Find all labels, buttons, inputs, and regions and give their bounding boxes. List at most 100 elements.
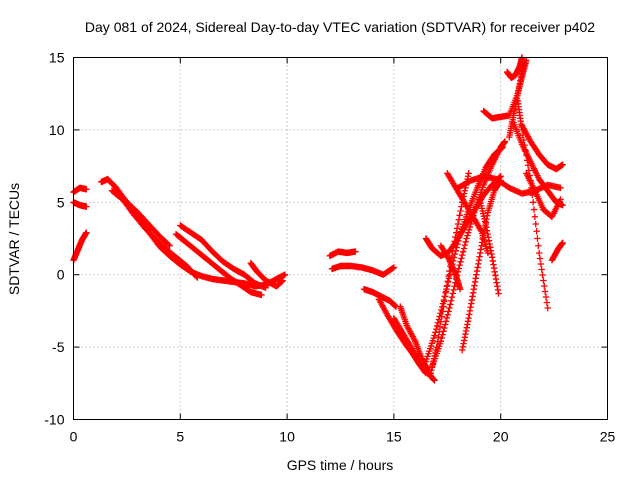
x-tick-label: 10 [279,429,295,445]
data-series-track-6 [123,199,173,249]
data-point-marker [456,212,463,219]
data-point-marker [501,138,509,145]
data-point-marker [194,274,201,281]
data-point-marker [455,265,463,272]
data-point-marker [434,319,442,326]
data-point-marker [539,271,546,279]
data-point-marker [431,332,438,339]
data-point-marker [536,255,544,262]
data-point-marker [533,228,540,235]
x-tick-label: 5 [176,429,184,445]
data-point-marker [454,220,462,228]
data-point-marker [437,338,445,345]
data-point-marker [559,239,566,247]
data-point-marker [530,206,538,213]
data-point-marker [523,152,530,159]
data-series-track-24 [444,170,492,257]
data-point-marker [524,162,532,169]
data-point-marker [432,329,439,336]
data-point-marker [461,241,469,249]
data-point-marker [438,334,445,342]
x-tick-label: 25 [600,429,616,445]
data-point-marker [540,277,547,284]
data-series-track-8 [177,222,205,244]
data-point-marker [438,306,445,314]
data-series-track-21 [437,242,464,293]
data-point-marker [445,308,452,315]
data-point-marker [520,136,527,144]
y-tick-label: -5 [52,339,65,355]
data-point-marker [446,304,453,312]
data-point-marker [446,271,454,278]
data-point-marker [544,304,551,312]
data-point-marker [441,293,448,300]
data-point-marker [456,261,463,269]
data-point-marker [432,325,440,333]
data-point-marker [541,282,548,290]
data-point-marker [450,254,458,261]
data-point-marker [538,266,545,273]
data-point-marker [463,235,470,242]
y-axis-label: SDTVAR / TECUs [6,183,22,295]
data-point-marker [441,324,448,332]
chart-title: Day 081 of 2024, Sidereal Day-to-day VTE… [85,19,595,35]
data-point-marker [444,278,452,286]
y-tick-label: 15 [49,50,65,66]
data-point-marker [444,282,451,289]
data-point-marker [535,249,543,257]
data-series-track-16 [397,303,432,374]
data-series-track-2 [70,184,90,196]
data-point-marker [529,199,537,206]
data-point-marker [435,333,442,341]
data-point-marker [464,232,471,239]
y-tick-label: 10 [49,122,65,138]
data-point-marker [534,235,541,242]
data-point-marker [452,247,460,255]
data-point-marker [262,284,269,291]
data-point-marker [435,316,442,323]
data-point-marker [537,260,545,268]
data-point-marker [462,238,469,246]
data-point-marker [541,288,549,295]
data-series-track-12 [328,262,398,278]
data-point-marker [443,285,450,293]
data-point-marker [442,318,450,325]
data-point-marker [559,161,566,168]
data-point-marker [459,251,466,259]
data-point-marker [523,157,531,164]
data-point-marker [439,331,446,338]
data-series-track-5 [108,187,201,281]
data-point-marker [532,220,539,228]
data-point-marker [542,293,550,301]
data-point-marker [445,275,453,282]
data-point-marker [442,289,449,296]
data-point-marker [83,229,90,236]
data-point-marker [166,242,173,249]
data-point-marker [258,291,265,299]
data-point-marker [456,285,464,293]
data-point-marker [451,250,459,258]
data-series-track-7 [172,230,265,299]
data-point-marker [447,301,454,308]
plot-frame [73,57,608,420]
data-series-track-10 [247,259,287,290]
data-series-track-9 [198,236,269,291]
data-point-marker [436,313,443,320]
y-tick-label: 0 [57,267,65,283]
data-point-marker [522,146,529,154]
data-point-marker [440,328,447,335]
data-point-marker [389,264,397,272]
data-point-marker [518,126,526,134]
data-point-marker [531,213,539,220]
data-point-marker [557,184,564,192]
data-point-marker [458,203,465,210]
data-point-marker [521,141,528,149]
data-point-marker [279,277,287,284]
data-series-track-25 [476,194,502,297]
data-point-marker [457,207,464,215]
data-point-marker [440,296,448,304]
data-point-marker [436,323,444,331]
data-point-marker [83,186,90,193]
data-series-track-11 [326,248,359,260]
